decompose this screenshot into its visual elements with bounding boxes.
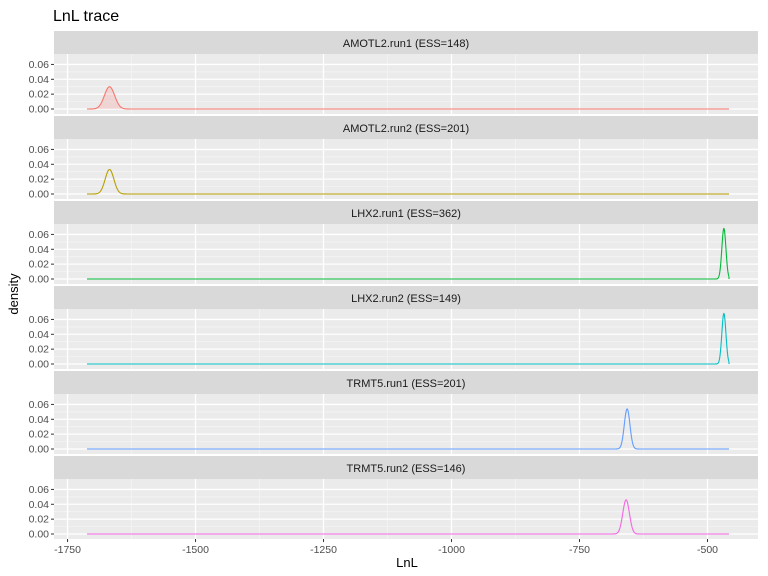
x-tick-label: -1750 <box>54 544 81 556</box>
x-tick-label: -1000 <box>438 544 465 556</box>
facet-strip-label: LHX2.run1 (ESS=362) <box>351 208 461 220</box>
facet-strip-label: TRMT5.run2 (ESS=146) <box>347 463 466 475</box>
y-tick-label: 0.06 <box>29 59 50 71</box>
y-tick-label: 0.02 <box>29 259 50 271</box>
facet-strip <box>54 116 758 139</box>
x-axis-title: LnL <box>396 555 418 570</box>
y-tick-label: 0.04 <box>29 414 50 426</box>
x-tick-label: -750 <box>569 544 590 556</box>
facet-strip <box>54 371 758 394</box>
y-tick-label: 0.00 <box>29 189 50 201</box>
facet-strip-label: TRMT5.run1 (ESS=201) <box>347 378 466 390</box>
panel-background <box>54 139 758 199</box>
facet-trmt5-run1-ess-201: TRMT5.run1 (ESS=201) 0.00 0.02 0.04 0.06 <box>29 371 758 456</box>
facet-strip-label: AMOTL2.run1 (ESS=148) <box>343 38 469 50</box>
y-tick-label: 0.00 <box>29 104 50 116</box>
x-tick-label: -1500 <box>182 544 209 556</box>
facet-lhx2-run2-ess-149: LHX2.run2 (ESS=149) 0.00 0.02 0.04 0.06 <box>29 286 758 371</box>
y-tick-label: 0.04 <box>29 74 50 86</box>
panel-background <box>54 309 758 369</box>
density-line <box>87 86 729 110</box>
y-tick-label: 0.04 <box>29 159 50 171</box>
x-tick-label: -500 <box>697 544 718 556</box>
panel-background <box>54 394 758 454</box>
y-tick-label: 0.02 <box>29 344 50 356</box>
y-tick-label: 0.02 <box>29 429 50 441</box>
facet-strip-label: LHX2.run2 (ESS=149) <box>351 293 461 305</box>
y-tick-label: 0.02 <box>29 89 50 101</box>
facet-amotl2-run2-ess-201: AMOTL2.run2 (ESS=201) 0.00 0.02 0.04 0.06 <box>29 116 758 201</box>
y-tick-label: 0.06 <box>29 314 50 326</box>
y-tick-label: 0.02 <box>29 514 50 526</box>
y-tick-label: 0.00 <box>29 274 50 286</box>
facet-lhx2-run1-ess-362: LHX2.run1 (ESS=362) 0.00 0.02 0.04 0.06 <box>29 201 758 286</box>
facet-strip <box>54 31 758 54</box>
facet-strip-label: AMOTL2.run2 (ESS=201) <box>343 123 469 135</box>
y-tick-label: 0.06 <box>29 399 50 411</box>
y-tick-label: 0.00 <box>29 529 50 541</box>
y-tick-label: 0.02 <box>29 174 50 186</box>
y-tick-label: 0.06 <box>29 144 50 156</box>
density-line <box>87 312 730 365</box>
facet-amotl2-run1-ess-148: AMOTL2.run1 (ESS=148) 0.00 0.02 0.04 0.06 <box>29 31 758 116</box>
density-line <box>87 408 729 450</box>
facet-panels: AMOTL2.run1 (ESS=148)0.000.020.040.06AMO… <box>29 31 758 541</box>
panel-background <box>54 54 758 114</box>
density-line <box>87 499 729 535</box>
facet-strip <box>54 456 758 479</box>
y-tick-label: 0.00 <box>29 444 50 456</box>
facet-trmt5-run2-ess-146: TRMT5.run2 (ESS=146) 0.00 0.02 0.04 0.06 <box>29 456 758 541</box>
y-tick-label: 0.04 <box>29 244 50 256</box>
x-tick-label: -1250 <box>310 544 337 556</box>
chart-title: LnL trace <box>53 8 119 25</box>
y-tick-label: 0.06 <box>29 484 50 496</box>
y-tick-label: 0.04 <box>29 329 50 341</box>
panel-background <box>54 479 758 539</box>
density-line <box>87 227 730 280</box>
y-tick-label: 0.04 <box>29 499 50 511</box>
density-line <box>87 168 729 195</box>
y-axis-title: density <box>6 273 21 315</box>
y-tick-label: 0.00 <box>29 359 50 371</box>
x-axis: -1750 -1500 -1250 -1000 -750 -500 <box>54 539 718 556</box>
facet-strip <box>54 201 758 224</box>
panel-background <box>54 224 758 284</box>
y-tick-label: 0.06 <box>29 229 50 241</box>
facet-strip <box>54 286 758 309</box>
